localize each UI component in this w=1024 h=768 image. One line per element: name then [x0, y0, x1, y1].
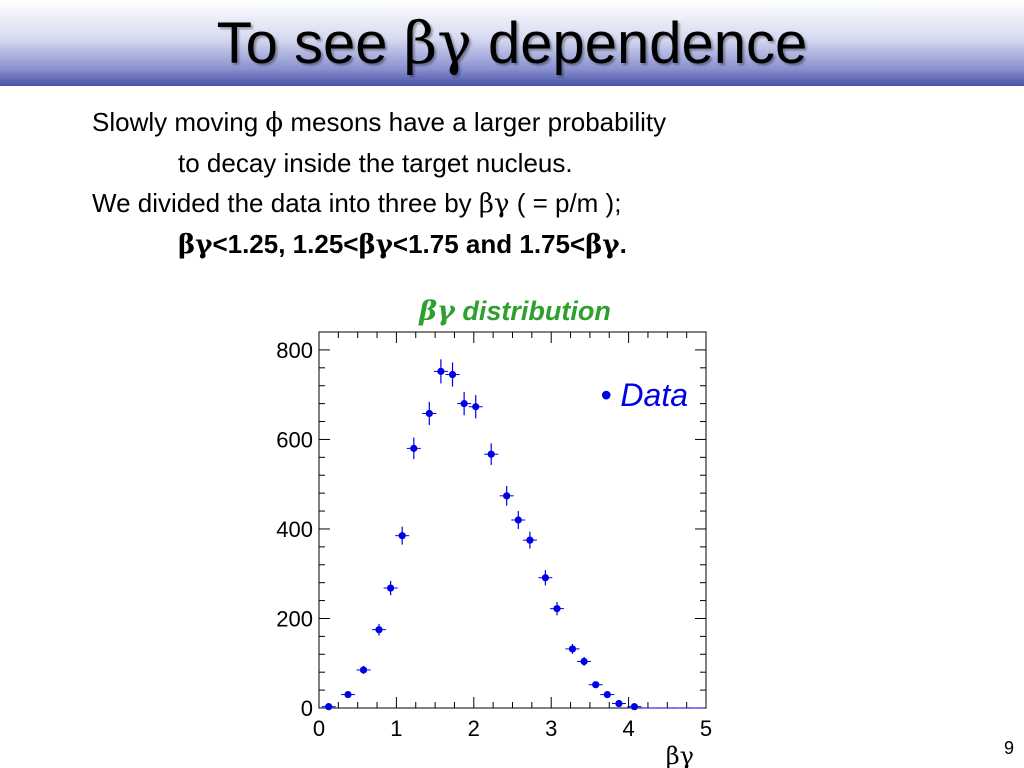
chart-title: βγ distribution: [320, 296, 710, 327]
data-point: [511, 511, 526, 529]
line4-text-3: .: [619, 229, 627, 259]
data-marker: [503, 492, 511, 500]
x-tick-label: 2: [468, 716, 480, 741]
data-marker: [410, 444, 418, 452]
line3-greek: βγ: [478, 189, 510, 219]
data-marker: [375, 626, 383, 634]
y-tick-label: 0: [301, 696, 313, 721]
line4-greek-3: βγ: [585, 230, 620, 260]
x-tick-label: 1: [390, 716, 402, 741]
data-marker: [541, 574, 549, 582]
line4-greek-2: βγ: [358, 230, 393, 260]
line4-text-2: <1.75 and 1.75<: [392, 229, 586, 259]
line3-text-b: ( = p/m );: [509, 188, 622, 218]
data-marker: [514, 516, 522, 524]
data-marker: [615, 699, 623, 708]
line1-text-b: mesons have a larger probability: [283, 107, 667, 137]
body-line-4: βγ<1.25, 1.25<βγ<1.75 and 1.75<βγ.: [92, 224, 952, 265]
x-tick-label: 5: [700, 716, 712, 741]
data-marker: [592, 681, 600, 689]
data-point: [565, 643, 580, 654]
chart-title-text: distribution: [454, 296, 611, 326]
data-marker: [568, 645, 577, 653]
data-point: [577, 656, 592, 666]
data-point: [522, 531, 537, 549]
data-point: [445, 362, 460, 387]
title-bar: [0, 0, 1024, 86]
data-point: [550, 601, 565, 616]
data-point: [600, 690, 615, 699]
data-point: [371, 623, 386, 636]
chart-title-greek: βγ: [419, 296, 455, 327]
data-marker: [437, 367, 445, 375]
data-marker: [425, 409, 433, 418]
data-point: [538, 570, 553, 586]
data-point: [627, 703, 642, 711]
data-point: [321, 703, 336, 711]
data-marker: [325, 703, 333, 711]
data-marker: [386, 584, 395, 592]
y-tick-label: 600: [276, 427, 313, 452]
data-point: [468, 395, 483, 419]
x-axis-label: βγ: [666, 742, 694, 768]
data-marker: [359, 666, 368, 674]
data-point: [457, 391, 472, 416]
data-marker: [630, 703, 639, 711]
line1-text-a: Slowly moving: [92, 107, 266, 137]
title-suffix: dependence: [471, 11, 808, 76]
x-tick-label: 3: [545, 716, 557, 741]
data-marker: [526, 536, 534, 544]
data-marker: [344, 690, 352, 699]
data-point: [499, 485, 514, 506]
data-marker: [460, 400, 468, 408]
data-point: [611, 699, 626, 708]
data-marker: [398, 532, 406, 540]
title-greek: βγ: [403, 9, 472, 77]
data-point: [406, 437, 421, 460]
data-point: [484, 443, 499, 465]
phi-symbol: ϕ: [265, 108, 284, 138]
data-marker: [553, 605, 561, 613]
x-tick-label: 0: [313, 716, 325, 741]
x-tick-label: 4: [622, 716, 634, 741]
data-point: [433, 359, 448, 384]
line4-text-1: <1.25, 1.25<: [212, 229, 359, 259]
y-tick-label: 400: [276, 517, 313, 542]
body-line-1: Slowly moving ϕ mesons have a larger pro…: [92, 102, 952, 143]
data-point: [383, 580, 398, 596]
legend-entry-data: • Data: [600, 377, 688, 413]
y-tick-label: 200: [276, 606, 313, 631]
data-point: [341, 690, 356, 699]
y-tick-label: 800: [276, 338, 313, 363]
body-line-3: We divided the data into three by βγ ( =…: [92, 183, 952, 224]
data-marker: [603, 690, 611, 699]
data-point: [588, 681, 603, 689]
data-marker: [580, 657, 588, 666]
slide-title: To see βγ dependence: [0, 6, 1024, 81]
title-prefix: To see: [216, 11, 404, 76]
line3-text-a: We divided the data into three by: [92, 188, 479, 218]
data-marker: [472, 403, 480, 411]
data-point: [356, 665, 371, 674]
data-point: [422, 401, 437, 426]
body-line-2: to decay inside the target nucleus.: [178, 148, 573, 178]
line4-greek-1: βγ: [178, 230, 213, 260]
page-number: 9: [1003, 738, 1014, 758]
slide-body: Slowly moving ϕ mesons have a larger pro…: [92, 102, 952, 265]
data-point: [395, 526, 410, 545]
data-marker: [487, 450, 495, 458]
data-marker: [448, 370, 457, 379]
